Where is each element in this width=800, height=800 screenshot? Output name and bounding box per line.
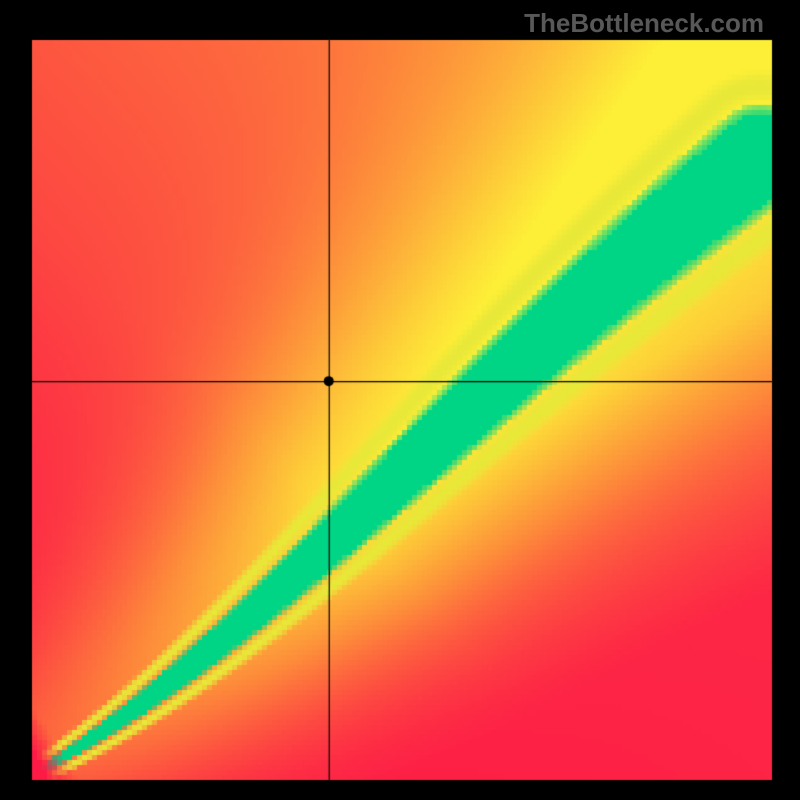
chart-container: { "attribution": { "text": "TheBottlenec… bbox=[0, 0, 800, 800]
attribution-text: TheBottleneck.com bbox=[524, 8, 764, 39]
crosshair-overlay bbox=[0, 0, 800, 800]
